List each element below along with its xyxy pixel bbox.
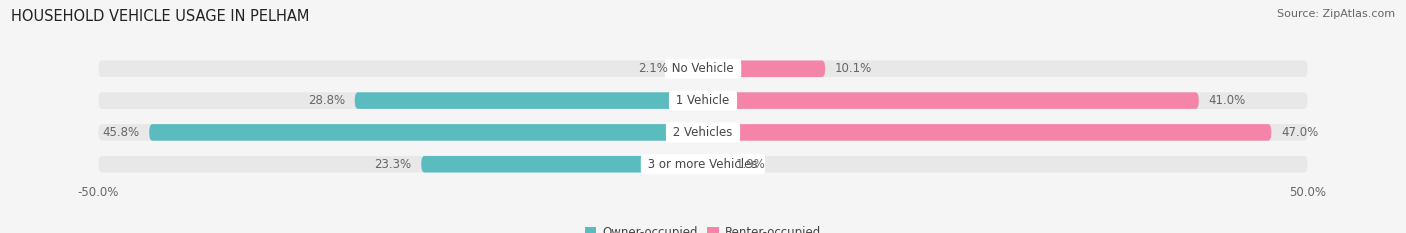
Text: 1.9%: 1.9% xyxy=(735,158,765,171)
FancyBboxPatch shape xyxy=(703,61,825,77)
FancyBboxPatch shape xyxy=(703,124,1271,141)
Text: Source: ZipAtlas.com: Source: ZipAtlas.com xyxy=(1277,9,1395,19)
Text: 3 or more Vehicles: 3 or more Vehicles xyxy=(644,158,762,171)
FancyBboxPatch shape xyxy=(422,156,703,172)
Text: No Vehicle: No Vehicle xyxy=(668,62,738,75)
FancyBboxPatch shape xyxy=(98,61,1308,77)
Text: HOUSEHOLD VEHICLE USAGE IN PELHAM: HOUSEHOLD VEHICLE USAGE IN PELHAM xyxy=(11,9,309,24)
FancyBboxPatch shape xyxy=(149,124,703,141)
Text: 2.1%: 2.1% xyxy=(638,62,668,75)
Text: 45.8%: 45.8% xyxy=(103,126,139,139)
Text: 1 Vehicle: 1 Vehicle xyxy=(672,94,734,107)
Text: 23.3%: 23.3% xyxy=(374,158,412,171)
FancyBboxPatch shape xyxy=(98,124,1308,141)
Legend: Owner-occupied, Renter-occupied: Owner-occupied, Renter-occupied xyxy=(579,221,827,233)
Text: 41.0%: 41.0% xyxy=(1208,94,1246,107)
FancyBboxPatch shape xyxy=(703,92,1199,109)
Text: 10.1%: 10.1% xyxy=(835,62,872,75)
FancyBboxPatch shape xyxy=(98,156,1308,172)
FancyBboxPatch shape xyxy=(703,156,725,172)
Text: 47.0%: 47.0% xyxy=(1281,126,1319,139)
FancyBboxPatch shape xyxy=(678,61,703,77)
FancyBboxPatch shape xyxy=(98,92,1308,109)
Text: 28.8%: 28.8% xyxy=(308,94,344,107)
FancyBboxPatch shape xyxy=(354,92,703,109)
Text: 2 Vehicles: 2 Vehicles xyxy=(669,126,737,139)
